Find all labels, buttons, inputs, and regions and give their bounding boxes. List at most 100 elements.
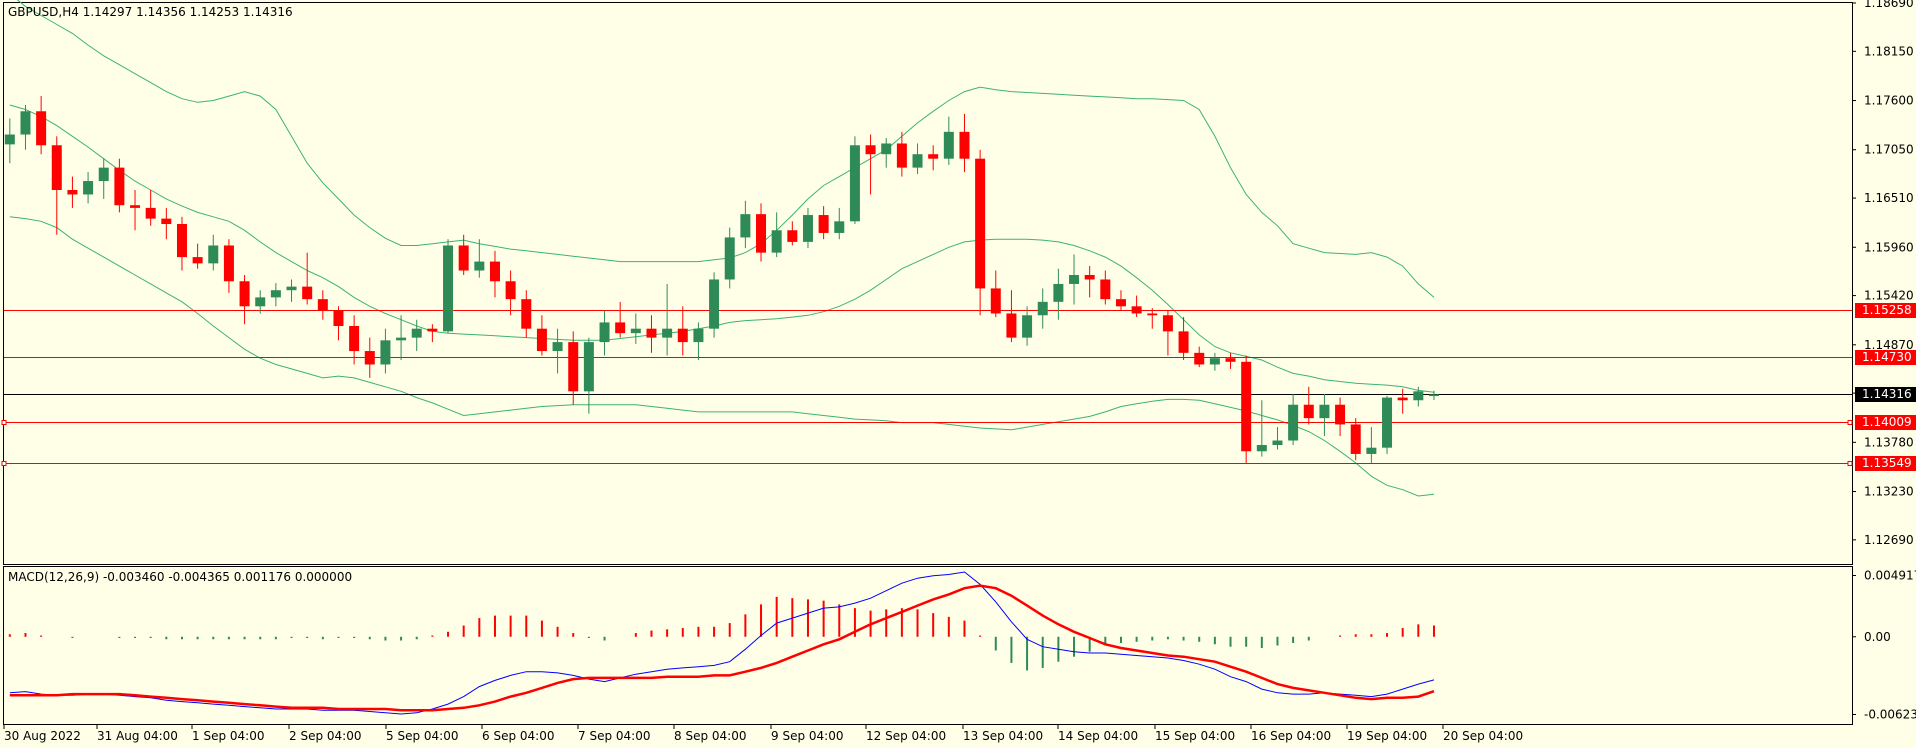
candle-body: [912, 154, 923, 168]
horizontal-levels[interactable]: [1, 310, 1853, 466]
time-tick-label: 31 Aug 04:00: [97, 729, 178, 743]
candle-body: [615, 322, 626, 334]
candle-body: [599, 322, 610, 343]
candle-body: [349, 326, 360, 352]
candle-body: [51, 145, 62, 190]
candle-body: [505, 281, 516, 300]
candle-body: [286, 286, 297, 291]
candle-body: [302, 286, 313, 300]
candle-body: [1147, 313, 1158, 316]
candle-body: [881, 143, 892, 155]
candle-body: [1303, 404, 1314, 419]
price-tick-label: 1.17050: [1864, 143, 1914, 157]
time-axis: 30 Aug 2022 31 Aug 04:00 1 Sep 04:00 2 Sep …: [3, 724, 1523, 743]
candle-body: [662, 328, 673, 338]
price-panel-frame: [3, 2, 1853, 565]
candle-body: [1428, 394, 1439, 397]
level-price-labels: 1.15258 1.14730 1.14316 1.14009 1.13549: [1855, 303, 1916, 471]
macd-axis: 0.004917 0.00 -0.006237: [1852, 569, 1916, 721]
price-tick-label: 1.18150: [1864, 44, 1914, 58]
candle-body: [161, 218, 172, 224]
candle-body: [568, 342, 579, 392]
candle-body: [1100, 279, 1111, 300]
candle-body: [1069, 275, 1080, 284]
candle-body: [849, 145, 860, 222]
time-tick-label: 20 Sep 04:00: [1443, 729, 1523, 743]
candle-body: [1382, 397, 1393, 448]
candle-body: [192, 257, 203, 264]
time-tick-label: 2 Sep 04:00: [289, 729, 361, 743]
time-tick-label: 7 Sep 04:00: [578, 729, 650, 743]
candle-body: [536, 328, 547, 352]
candle-body: [1335, 404, 1346, 425]
candle-body: [724, 237, 735, 280]
level-badge-label: 1.14009: [1862, 415, 1912, 429]
candle-body: [787, 230, 798, 242]
candle-body: [521, 299, 532, 329]
candle-body: [1350, 424, 1361, 454]
candle-body: [489, 261, 500, 282]
candle-body: [1178, 331, 1189, 353]
macd-histogram: [8, 596, 1435, 671]
candle-body: [1162, 315, 1173, 332]
candle-body: [223, 245, 234, 282]
price-tick-label: 1.17600: [1864, 94, 1914, 108]
time-tick-label: 13 Sep 04:00: [963, 729, 1043, 743]
level-anchor-left: [1, 461, 7, 466]
candle-body: [1225, 358, 1236, 362]
level-badge-label: 1.13549: [1862, 456, 1912, 470]
candle-body: [834, 221, 845, 233]
price-tick-label: 1.18690: [1864, 0, 1914, 10]
price-tick-label: 1.14870: [1864, 338, 1914, 352]
level-badge: [1855, 350, 1916, 365]
candle-body: [4, 134, 15, 145]
candle-body: [427, 328, 438, 332]
candle-body: [1084, 275, 1095, 280]
candle-body: [959, 131, 970, 159]
candle-body: [1288, 404, 1299, 441]
candle-body: [255, 297, 266, 307]
time-tick-label: 5 Sep 04:00: [386, 729, 458, 743]
price-tick-label: 1.13230: [1864, 485, 1914, 499]
candle-body: [333, 310, 344, 326]
candle-body: [1209, 358, 1220, 365]
level-badge: [1855, 303, 1916, 318]
macd-tick-label: 0.00: [1864, 630, 1891, 644]
macd-panel-frame: [3, 566, 1853, 725]
candle-body: [1194, 352, 1205, 365]
candle-body: [1006, 313, 1017, 338]
bollinger-middle-line: [9, 104, 1435, 393]
candle-body: [1397, 397, 1408, 401]
candle-body: [583, 342, 594, 392]
level-badge-label: 1.15258: [1862, 303, 1912, 317]
candle-body: [552, 342, 563, 352]
macd-panel-title: MACD(12,26,9) -0.003460 -0.004365 0.0011…: [8, 570, 352, 584]
candle-body: [740, 214, 751, 238]
macd-tick-label: -0.006237: [1864, 707, 1916, 721]
level-badge-label: 1.14730: [1862, 350, 1912, 364]
time-tick-label: 30 Aug 2022: [4, 729, 81, 743]
candle-body: [114, 167, 125, 206]
candle-body: [208, 245, 219, 264]
candle-body: [270, 290, 281, 298]
candle-body: [67, 190, 78, 195]
price-tick-label: 1.16510: [1864, 191, 1914, 205]
candle-body: [443, 245, 454, 332]
macd-lines: [9, 571, 1435, 715]
candle-body: [176, 224, 187, 258]
candle-body: [317, 299, 328, 311]
level-badge: [1855, 456, 1916, 471]
candle-body: [756, 214, 767, 253]
candle-body: [1272, 440, 1283, 445]
time-tick-label: 16 Sep 04:00: [1251, 729, 1331, 743]
candle-body: [1413, 391, 1424, 401]
candle-body: [1241, 361, 1252, 452]
candle-body: [1366, 447, 1377, 454]
price-tick-label: 1.13780: [1864, 435, 1914, 449]
candle-body: [396, 337, 407, 341]
candle-body: [646, 328, 657, 338]
candle-body: [771, 230, 782, 253]
candle-body: [458, 245, 469, 271]
level-anchor-left: [1, 420, 7, 425]
